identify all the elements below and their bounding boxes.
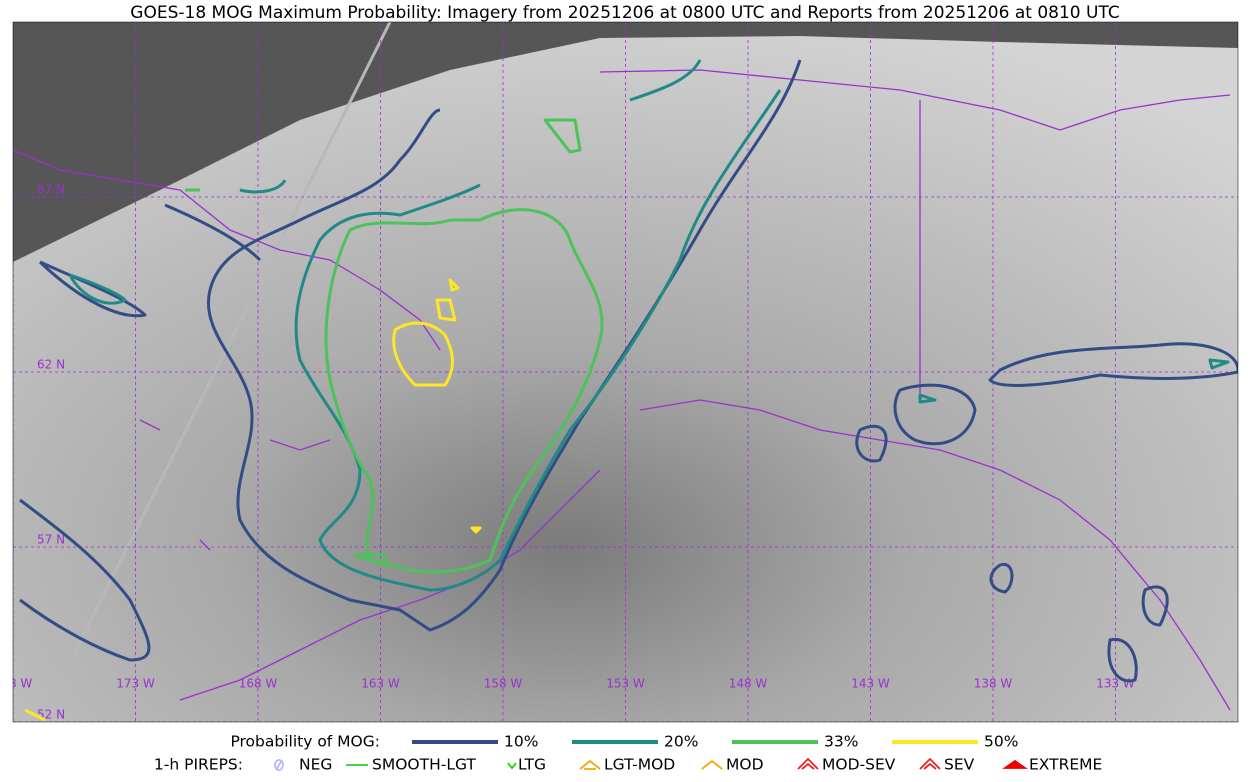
longitude-label: 148 W (729, 677, 768, 691)
probability-contours (19, 59, 1238, 722)
legend: Probability of MOG: 10% 20% 33% 50% 1-h PIREP… (154, 733, 1102, 774)
longitude-label: 178 W (0, 677, 32, 691)
longitude-label: 153 W (606, 677, 645, 691)
legend-label: LTG (518, 756, 546, 774)
longitude-label: 163 W (361, 677, 400, 691)
pirep-symbol (579, 759, 601, 770)
scan-artifact (38, 22, 392, 722)
pirep-symbol (1002, 759, 1028, 769)
longitude-label: 138 W (974, 677, 1013, 691)
map-frame (12, 21, 1239, 723)
latitude-label: 57 N (37, 533, 65, 547)
legend-label: NEG (299, 756, 332, 774)
pirep-symbol (274, 759, 284, 771)
longitude-label: 173 W (116, 677, 155, 691)
legend-label: LGT-MOD (604, 756, 675, 774)
pirep-symbol (701, 759, 723, 770)
title: GOES-18 MOG Maximum Probability: Imagery… (130, 3, 1119, 23)
legend-label: 20% (664, 733, 698, 751)
longitude-label: 133 W (1096, 677, 1135, 691)
latitude-label: 67 N (37, 183, 65, 197)
legend-label: MOD (726, 756, 764, 774)
legend-label: SEV (944, 756, 975, 774)
legend-label: EXTREME (1029, 756, 1102, 774)
longitude-label: 158 W (484, 677, 523, 691)
longitude-label: 168 W (239, 677, 278, 691)
legend-label: SMOOTH-LGT (372, 756, 476, 774)
pirep-symbol (797, 757, 819, 770)
latitude-label: 62 N (37, 358, 65, 372)
longitude-label: 143 W (851, 677, 890, 691)
no-data-region (13, 22, 1238, 262)
legend-label: MOD-SEV (822, 756, 896, 774)
legend-label: 50% (984, 733, 1018, 751)
legend-label: 33% (824, 733, 858, 751)
pirep-symbol (507, 762, 517, 770)
legend-title: Probability of MOG: (230, 733, 380, 751)
legend-label: 10% (504, 733, 538, 751)
legend-title: 1-h PIREPS: (154, 756, 243, 774)
pirep-symbol (919, 757, 941, 770)
